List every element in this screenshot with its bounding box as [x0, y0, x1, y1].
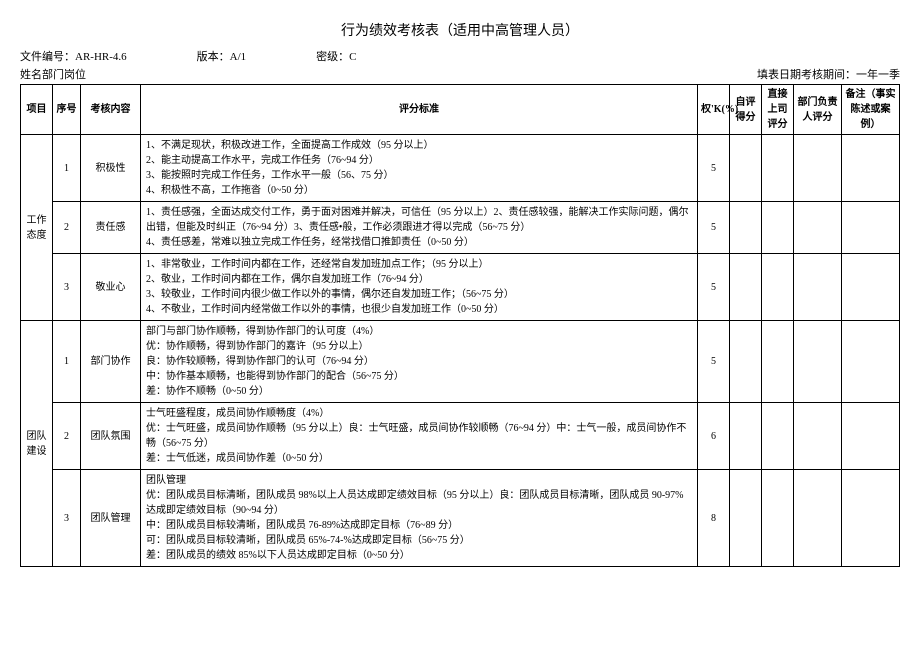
table-row: 团队建设1部门协作部门与部门协作顺畅，得到协作部门的认可度（4%）优：协作顺畅，…: [21, 321, 900, 403]
table-row: 2团队氛围士气旺盛程度，成员间协作顺畅度（4%）优：士气旺盛，成员间协作顺畅（9…: [21, 403, 900, 470]
th-note: 备注（事实陈述或案例）: [842, 85, 900, 135]
th-weight: 权'K(%): [698, 85, 730, 135]
criteria-cell: 部门与部门协作顺畅，得到协作部门的认可度（4%）优：协作顺畅，得到协作部门的嘉许…: [141, 321, 698, 403]
supervisor-cell: [762, 470, 794, 567]
criteria-cell: 士气旺盛程度，成员间协作顺畅度（4%）优：士气旺盛，成员间协作顺畅（95 分以上…: [141, 403, 698, 470]
self-cell: [730, 321, 762, 403]
table-row: 3团队管理团队管理优：团队成员目标清晰，团队成员 98%以上人员达成即定绩效目标…: [21, 470, 900, 567]
supervisor-cell: [762, 202, 794, 254]
secret-label: 密级：: [316, 51, 349, 63]
item-cell: 团队氛围: [81, 403, 141, 470]
table-row: 工作态度1积极性1、不满足现状，积极改进工作，全面提高工作成效（95 分以上）2…: [21, 135, 900, 202]
item-cell: 责任感: [81, 202, 141, 254]
self-cell: [730, 135, 762, 202]
th-project: 项目: [21, 85, 53, 135]
weight-cell: 6: [698, 403, 730, 470]
secret: C: [349, 51, 356, 63]
note-cell: [842, 254, 900, 321]
seq-cell: 3: [53, 470, 81, 567]
criteria-cell: 1、非常敬业，工作时间内都在工作，还经常自发加班加点工作；（95 分以上）2、敬…: [141, 254, 698, 321]
seq-cell: 3: [53, 254, 81, 321]
note-cell: [842, 321, 900, 403]
version-label: 版本：: [197, 51, 230, 63]
doc-no-label: 文件编号：: [20, 51, 75, 63]
self-cell: [730, 403, 762, 470]
item-cell: 积极性: [81, 135, 141, 202]
weight-cell: 5: [698, 254, 730, 321]
date-value: 一年一季: [856, 69, 900, 81]
group-cell: 工作态度: [21, 135, 53, 321]
note-cell: [842, 202, 900, 254]
dept-cell: [794, 202, 842, 254]
criteria-cell: 1、不满足现状，积极改进工作，全面提高工作成效（95 分以上）2、能主动提高工作…: [141, 135, 698, 202]
doc-no: AR-HR-4.6: [75, 51, 127, 63]
weight-cell: 5: [698, 321, 730, 403]
item-cell: 团队管理: [81, 470, 141, 567]
table-row: 3敬业心1、非常敬业，工作时间内都在工作，还经常自发加班加点工作；（95 分以上…: [21, 254, 900, 321]
criteria-cell: 1、责任感强，全面达成交付工作，勇于面对困难并解决，可信任（95 分以上）2、责…: [141, 202, 698, 254]
seq-cell: 1: [53, 321, 81, 403]
seq-cell: 2: [53, 403, 81, 470]
evaluation-table: 项目 序号 考核内容 评分标准 权'K(%) 自评得分 直接上司评分 部门负责人…: [20, 84, 900, 567]
version: A/1: [230, 51, 247, 63]
self-cell: [730, 254, 762, 321]
dept-cell: [794, 470, 842, 567]
header-row: 项目 序号 考核内容 评分标准 权'K(%) 自评得分 直接上司评分 部门负责人…: [21, 85, 900, 135]
note-cell: [842, 470, 900, 567]
item-cell: 部门协作: [81, 321, 141, 403]
supervisor-cell: [762, 254, 794, 321]
supervisor-cell: [762, 321, 794, 403]
meta-line-2: 姓名部门岗位 填表日期考核期间：一年一季: [20, 66, 900, 82]
self-cell: [730, 470, 762, 567]
weight-cell: 8: [698, 470, 730, 567]
weight-cell: 5: [698, 202, 730, 254]
dept-cell: [794, 135, 842, 202]
th-seq: 序号: [53, 85, 81, 135]
note-cell: [842, 403, 900, 470]
dept-cell: [794, 403, 842, 470]
dept-cell: [794, 321, 842, 403]
note-cell: [842, 135, 900, 202]
date-label: 填表日期考核期间：: [757, 69, 856, 81]
criteria-cell: 团队管理优：团队成员目标清晰，团队成员 98%以上人员达成即定绩效目标（95 分…: [141, 470, 698, 567]
self-cell: [730, 202, 762, 254]
seq-cell: 1: [53, 135, 81, 202]
group-cell: 团队建设: [21, 321, 53, 567]
supervisor-cell: [762, 135, 794, 202]
weight-cell: 5: [698, 135, 730, 202]
dept-cell: [794, 254, 842, 321]
meta-line-1: 文件编号：AR-HR-4.6 版本：A/1 密级：C: [20, 48, 900, 64]
supervisor-cell: [762, 403, 794, 470]
th-supervisor: 直接上司评分: [762, 85, 794, 135]
page-title: 行为绩效考核表（适用中高管理人员）: [20, 20, 900, 40]
seq-cell: 2: [53, 202, 81, 254]
th-dept: 部门负责人评分: [794, 85, 842, 135]
table-row: 2责任感1、责任感强，全面达成交付工作，勇于面对困难并解决，可信任（95 分以上…: [21, 202, 900, 254]
th-criteria: 评分标准: [141, 85, 698, 135]
item-cell: 敬业心: [81, 254, 141, 321]
th-item: 考核内容: [81, 85, 141, 135]
name-label: 姓名部门岗位: [20, 66, 86, 82]
